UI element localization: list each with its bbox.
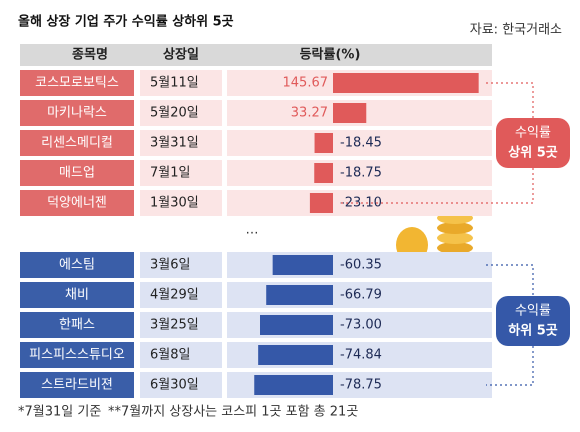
- date-cell: [140, 100, 222, 126]
- date-cell: [140, 282, 222, 308]
- name-cell: [20, 160, 134, 186]
- value-cell: [227, 160, 492, 186]
- name-cell: [20, 252, 134, 278]
- coin: [437, 232, 473, 244]
- chart-title: 올해 상장 기업 주가 수익률 상하위 5곳: [18, 14, 234, 30]
- bar: [254, 375, 333, 395]
- bar: [309, 193, 333, 213]
- category-label: 덕양에너젠: [47, 196, 107, 211]
- category-label: 채비: [65, 288, 89, 303]
- value-label: -78.75: [340, 378, 382, 393]
- name-cell: [20, 70, 134, 96]
- name-cell: [20, 190, 134, 216]
- bar: [314, 133, 333, 153]
- name-cell: [20, 312, 134, 338]
- name-cell: [20, 372, 134, 398]
- group-box: [496, 118, 570, 168]
- footnote: **7월까지 상장사는 코스피 1곳 포함 총 21곳: [108, 405, 358, 420]
- category-label: 한패스: [59, 318, 95, 333]
- date-cell: [140, 130, 222, 156]
- header: 종목명: [72, 47, 108, 63]
- category-label: 매드업: [59, 166, 95, 181]
- coin: [437, 242, 473, 254]
- value-label: 33.27: [291, 106, 328, 121]
- group-label: 하위 5곳: [508, 323, 557, 339]
- date-label: 7월1일: [150, 166, 190, 181]
- category-label: 리센스메디컬: [41, 136, 113, 151]
- date-cell: [140, 160, 222, 186]
- bar: [266, 285, 333, 305]
- date-label: 6월30일: [150, 378, 199, 393]
- group-box: [496, 296, 570, 346]
- bar: [258, 345, 333, 365]
- category-label: 마키나락스: [47, 106, 107, 121]
- ellipsis: …: [246, 223, 259, 238]
- name-cell: [20, 130, 134, 156]
- header: 등락률(%): [300, 48, 361, 63]
- date-cell: [140, 372, 222, 398]
- date-label: 5월20일: [150, 106, 199, 121]
- date-label: 1월30일: [150, 196, 199, 211]
- name-cell: [20, 342, 134, 368]
- group-label: 수익률: [515, 126, 551, 141]
- value-label: -18.75: [340, 166, 382, 181]
- date-cell: [140, 252, 222, 278]
- header: 상장일: [163, 47, 199, 63]
- footnote: *7월31일 기준: [18, 405, 101, 420]
- value-cell: [227, 130, 492, 156]
- bracket: [340, 82, 534, 204]
- bracket: [486, 264, 534, 386]
- bar: [272, 255, 333, 275]
- date-cell: [140, 70, 222, 96]
- date-cell: [140, 190, 222, 216]
- bar: [314, 163, 333, 183]
- group-label: 상위 5곳: [508, 146, 557, 161]
- name-cell: [20, 100, 134, 126]
- date-cell: [140, 342, 222, 368]
- value-label: -66.79: [340, 288, 382, 303]
- category-label: 스트라드비젼: [41, 378, 113, 393]
- bar: [333, 73, 479, 93]
- group-label: 수익률: [515, 304, 551, 319]
- value-label: -74.84: [340, 348, 382, 363]
- bar: [260, 315, 333, 335]
- category-label: 코스모로보틱스: [35, 76, 119, 91]
- source: 자료: 한국거래소: [470, 23, 562, 38]
- date-label: 4월29일: [150, 288, 199, 303]
- date-cell: [140, 312, 222, 338]
- value-label: -73.00: [340, 318, 382, 333]
- value-label: -23.10: [340, 196, 382, 211]
- date-label: 5월11일: [150, 76, 199, 91]
- category-label: 에스팀: [59, 258, 95, 273]
- category-label: 피스피스스튜디오: [29, 348, 125, 363]
- value-label: -18.45: [340, 136, 382, 151]
- header-row: [20, 44, 492, 66]
- value-label: 145.67: [283, 76, 329, 91]
- date-label: 3월6일: [150, 258, 190, 273]
- value-cell: [227, 252, 492, 278]
- value-label: -60.35: [340, 258, 382, 273]
- bar: [333, 103, 367, 123]
- date-label: 6월8일: [150, 348, 190, 363]
- date-label: 3월25일: [150, 318, 199, 333]
- coin: [437, 222, 473, 234]
- name-cell: [20, 282, 134, 308]
- date-label: 3월31일: [150, 136, 199, 151]
